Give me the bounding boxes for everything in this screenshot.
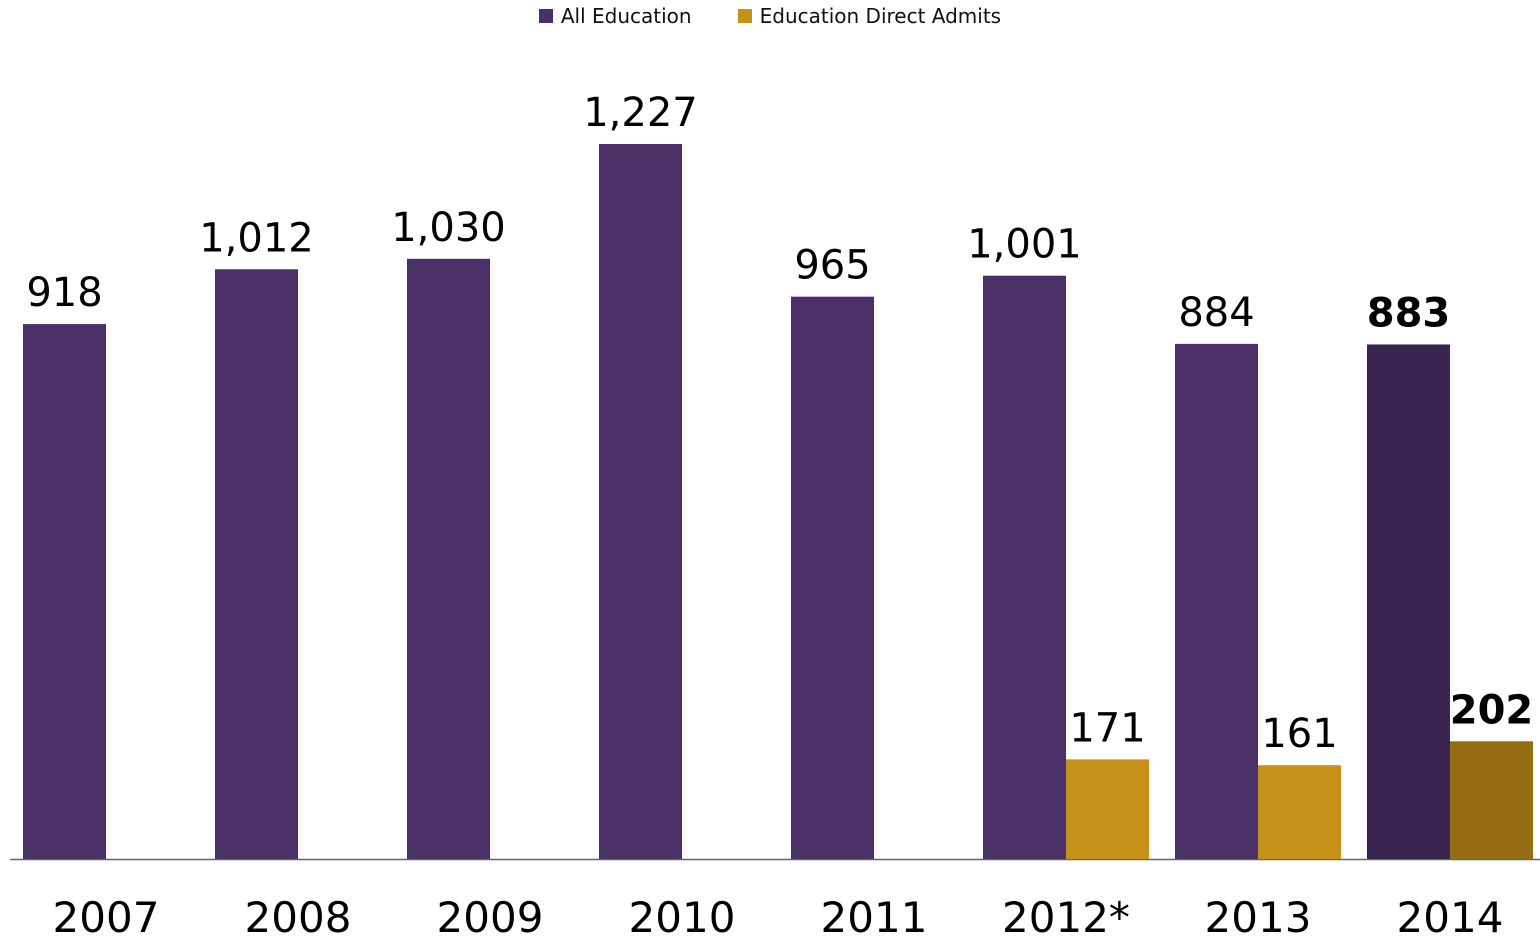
chart-legend: All Education Education Direct Admits [0, 4, 1540, 28]
x-tick-label-2014: 2014 [1397, 893, 1504, 941]
data-label-all-education-2011: 965 [794, 243, 870, 289]
legend-label-all-education: All Education [560, 4, 692, 28]
data-label-all-education-2014: 883 [1367, 290, 1451, 336]
legend-item-direct-admits: Education Direct Admits [737, 4, 1002, 28]
bar-all-education-2012 [983, 275, 1066, 859]
data-label-all-education-2013: 884 [1178, 290, 1254, 336]
data-label-direct-admits-2014: 202 [1450, 687, 1534, 733]
bar-all-education-2013 [1175, 343, 1258, 860]
data-label-direct-admits-2012: 171 [1069, 705, 1145, 751]
bar-all-education-2009 [407, 258, 490, 859]
data-label-all-education-2007: 918 [26, 270, 102, 316]
bar-all-education-2008 [215, 269, 298, 859]
x-tick-label-2010: 2010 [629, 893, 736, 941]
bar-direct-admits-2013 [1258, 765, 1341, 859]
data-label-direct-admits-2013: 161 [1261, 711, 1337, 757]
legend-label-direct-admits: Education Direct Admits [759, 4, 1002, 28]
x-tick-label-2011: 2011 [821, 893, 928, 941]
data-label-all-education-2009: 1,030 [391, 205, 506, 251]
x-tick-label-2012: 2012* [1002, 893, 1130, 941]
data-label-all-education-2012: 1,001 [967, 222, 1082, 268]
bar-direct-admits-2012 [1066, 759, 1149, 859]
legend-item-all-education: All Education [538, 4, 692, 28]
legend-swatch-all-education [538, 9, 553, 23]
x-tick-label-2007: 2007 [53, 893, 160, 941]
bar-direct-admits-2014 [1450, 741, 1533, 859]
bar-all-education-2010 [599, 144, 682, 859]
bar-all-education-2014 [1367, 344, 1450, 859]
data-label-all-education-2010: 1,227 [583, 90, 698, 136]
bar-all-education-2007 [23, 324, 106, 859]
x-tick-label-2013: 2013 [1205, 893, 1312, 941]
x-tick-label-2009: 2009 [437, 893, 544, 941]
bar-all-education-2011 [791, 296, 874, 859]
legend-swatch-direct-admits [737, 9, 752, 23]
x-tick-label-2008: 2008 [245, 893, 352, 941]
data-label-all-education-2008: 1,012 [199, 215, 314, 261]
